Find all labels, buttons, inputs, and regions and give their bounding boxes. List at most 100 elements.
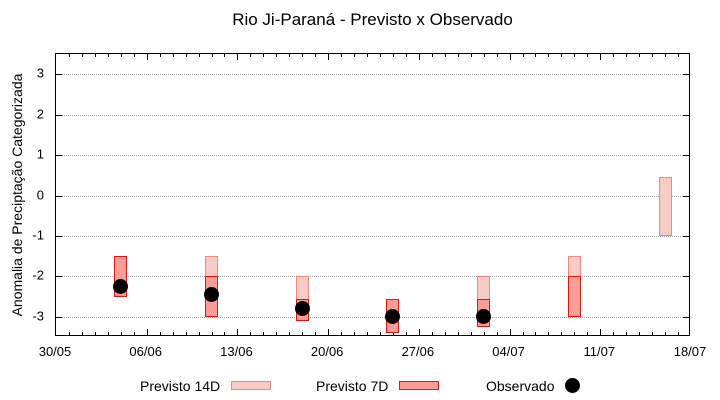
gridline [56,316,689,318]
x-tick [159,54,161,57]
x-tick [470,54,472,57]
point-observado [385,309,401,325]
point-observado [113,278,129,294]
x-tick [289,332,291,335]
x-tick [457,54,459,57]
legend-item-previsto-14d: Previsto 14D [140,377,272,394]
y-tick [683,316,689,318]
x-tick [341,54,343,57]
x-tick [367,332,369,335]
x-tick [328,329,330,335]
x-tick [587,332,589,335]
x-tick-label: 13/06 [220,344,253,359]
gridline [56,235,689,237]
x-tick [561,332,563,335]
y-tick [56,155,62,157]
x-tick [185,332,187,335]
y-tick [56,74,62,76]
x-tick [522,332,524,335]
x-tick [613,54,615,57]
y-tick [56,276,62,278]
x-tick [302,54,304,57]
x-tick [405,332,407,335]
legend-item-previsto-7d: Previsto 7D [316,377,440,394]
x-tick [665,54,667,57]
x-tick [263,54,265,57]
x-tick [600,329,602,335]
x-tick [587,54,589,57]
x-tick [120,332,122,335]
x-tick [237,54,239,60]
x-tick [224,332,226,335]
x-tick [509,329,511,335]
x-tick [522,54,524,57]
y-tick [683,235,689,237]
x-tick [172,332,174,335]
x-tick [94,332,96,335]
x-tick [496,54,498,57]
y-tick-label: 1 [36,146,44,162]
x-tick [574,54,576,57]
x-tick [613,332,615,335]
x-tick [172,54,174,57]
x-tick [263,332,265,335]
x-tick [639,332,641,335]
x-tick [457,332,459,335]
x-tick [639,54,641,57]
x-tick-label: 04/07 [492,344,525,359]
y-tick-label: 3 [36,65,44,81]
x-tick [561,54,563,57]
x-tick [276,332,278,335]
x-tick [354,54,356,57]
x-tick [185,54,187,57]
x-tick [211,54,213,57]
bar-previsto-14d [658,177,672,236]
x-tick [665,332,667,335]
gridline [56,114,689,116]
x-tick-label: 20/06 [310,344,344,359]
x-tick [652,54,654,57]
y-tick [56,316,62,318]
y-tick [683,276,689,278]
x-tick-label: 27/06 [401,344,435,359]
x-tick-label: 18/07 [673,344,707,359]
x-tick [328,54,330,60]
x-tick [379,332,381,335]
x-tick [431,332,433,335]
x-tick [418,329,420,335]
x-tick [483,332,485,335]
x-tick [107,54,109,57]
x-tick [678,332,680,335]
x-tick-label: 11/07 [583,344,616,359]
x-tick [133,54,135,57]
x-tick [418,54,420,60]
x-tick [392,54,394,57]
x-tick [444,54,446,57]
x-tick [678,54,680,57]
x-tick [341,332,343,335]
x-tick [315,54,317,57]
x-tick [133,332,135,335]
x-tick [146,329,148,335]
gridline [56,155,689,157]
plot-area [55,53,690,336]
legend-label-observado: Observado [486,377,555,394]
x-tick [120,54,122,57]
x-tick-label: 30/05 [38,344,72,359]
y-tick [683,155,689,157]
y-tick [56,235,62,237]
x-tick [224,54,226,57]
x-tick [198,332,200,335]
y-tick [683,114,689,116]
x-tick [535,332,537,335]
x-tick [626,332,628,335]
x-tick [600,54,602,60]
x-tick [367,54,369,57]
legend-item-observado: Observado [486,377,581,394]
x-tick [68,54,70,57]
point-observado [204,287,219,303]
y-tick [56,114,62,116]
x-tick [535,54,537,57]
x-tick [652,332,654,335]
